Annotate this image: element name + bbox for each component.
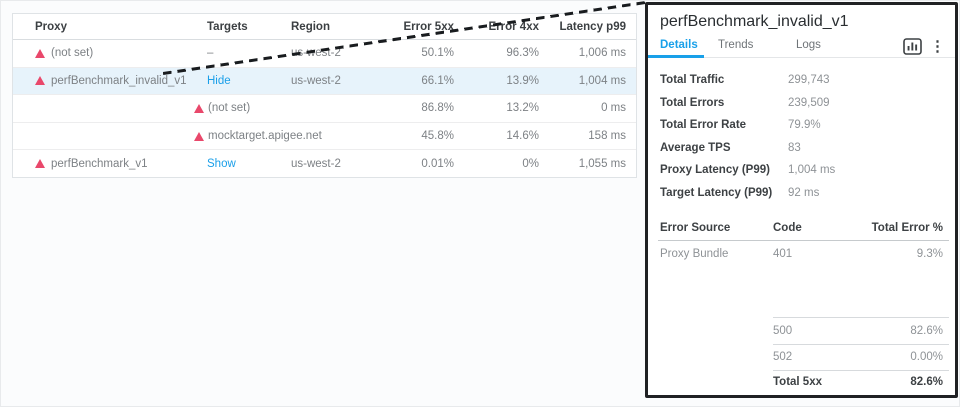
error-code-cell: 500 [773, 324, 793, 337]
metric-target-latency-p99: Target Latency (P99) 92 ms [648, 182, 955, 205]
col-header-latency-p99[interactable]: Latency p99 [559, 20, 626, 33]
metric-label: Total Error Rate [660, 119, 747, 132]
error-code-cell: 401 [773, 248, 793, 260]
error-code-cell: 502 [773, 351, 793, 363]
metric-value: 83 [788, 141, 801, 154]
metric-value: 92 ms [788, 186, 820, 199]
col-header-targets[interactable]: Targets [207, 20, 248, 33]
metric-label: Total Errors [660, 96, 725, 109]
kebab-menu-icon[interactable]: ⋮ [930, 38, 945, 55]
metric-label: Total Traffic [660, 74, 725, 87]
bar-chart-icon[interactable] [903, 38, 922, 55]
error-4xx-cell: 14.6% [506, 130, 539, 143]
metrics-list: Total Traffic 299,743 Total Errors 239,5… [648, 69, 955, 204]
error-5xx-cell: 50.1% [421, 47, 454, 60]
metric-average-tps: Average TPS 83 [648, 137, 955, 160]
region-cell: us-west-2 [291, 74, 341, 87]
error-5xx-cell: 86.8% [421, 102, 454, 115]
metric-value: 1,004 ms [788, 164, 836, 177]
table-row-perfbenchmark-v1[interactable]: perfBenchmark_v1 Show us-west-2 0.01% 0%… [13, 150, 636, 177]
alert-triangle-icon [35, 76, 45, 86]
error-5xx-cell: 66.1% [421, 74, 454, 87]
alert-triangle-icon [194, 103, 204, 113]
metric-label: Average TPS [660, 141, 731, 154]
error-row-total-5xx: Total 5xx 82.6% [648, 370, 955, 393]
error-5xx-cell: 0.01% [421, 157, 454, 170]
error-code-cell: Total 5xx [773, 375, 822, 388]
tab-details[interactable]: Details [660, 39, 698, 51]
table-row-not-set[interactable]: (not set) – us-west-2 50.1% 96.3% 1,006 … [13, 40, 636, 68]
table-row-target-not-set[interactable]: (not set) 86.8% 13.2% 0 ms [13, 95, 636, 123]
tab-logs[interactable]: Logs [796, 39, 821, 51]
col-header-error-source: Error Source [660, 222, 731, 234]
proxy-table: Proxy Targets Region Error 5xx Error 4xx… [12, 13, 637, 178]
target-name: mocktarget.apigee.net [208, 130, 322, 143]
error-row-500: 500 82.6% [648, 317, 955, 344]
latency-cell: 1,004 ms [578, 74, 626, 87]
region-cell: us-west-2 [291, 47, 341, 60]
col-header-code: Code [773, 222, 802, 234]
error-pct-cell: 82.6% [910, 324, 943, 337]
region-cell: us-west-2 [291, 157, 341, 170]
active-tab-indicator [648, 55, 704, 58]
proxy-name: perfBenchmark_v1 [51, 157, 148, 170]
detail-panel: perfBenchmark_invalid_v1 Details Trends … [645, 2, 958, 398]
table-row-perfbenchmark-invalid-v1-selected[interactable]: perfBenchmark_invalid_v1 Hide us-west-2 … [13, 67, 636, 96]
proxy-name: (not set) [51, 47, 94, 60]
error-table-header: Error Source Code Total Error % [648, 215, 955, 241]
proxy-name: perfBenchmark_invalid_v1 [51, 74, 187, 87]
show-targets-link[interactable]: Show [207, 157, 236, 170]
tab-trends[interactable]: Trends [718, 39, 754, 51]
metric-total-errors: Total Errors 239,509 [648, 92, 955, 115]
latency-cell: 158 ms [588, 130, 626, 143]
metric-total-traffic: Total Traffic 299,743 [648, 69, 955, 92]
alert-triangle-icon [35, 159, 45, 169]
proxy-table-header: Proxy Targets Region Error 5xx Error 4xx… [13, 14, 636, 40]
error-source-cell: Proxy Bundle [660, 248, 729, 260]
col-header-region[interactable]: Region [291, 20, 330, 33]
metric-proxy-latency-p99: Proxy Latency (P99) 1,004 ms [648, 159, 955, 182]
metric-label: Proxy Latency (P99) [660, 164, 770, 177]
error-4xx-cell: 96.3% [506, 47, 539, 60]
target-name: (not set) [208, 102, 251, 115]
col-header-total-error-pct: Total Error % [871, 222, 943, 234]
metric-value: 79.9% [788, 119, 821, 132]
targets-cell: – [207, 47, 214, 60]
col-header-error-5xx[interactable]: Error 5xx [403, 20, 454, 33]
metric-value: 239,509 [788, 96, 830, 109]
error-4xx-cell: 0% [522, 157, 539, 170]
metric-label: Target Latency (P99) [660, 186, 773, 199]
latency-cell: 1,055 ms [578, 157, 626, 170]
latency-cell: 1,006 ms [578, 47, 626, 60]
alert-triangle-icon [35, 48, 45, 58]
alert-triangle-icon [194, 131, 204, 141]
col-header-proxy[interactable]: Proxy [35, 20, 67, 33]
error-4xx-cell: 13.9% [506, 74, 539, 87]
error-source-table: Error Source Code Total Error % Proxy Bu… [648, 215, 955, 393]
latency-cell: 0 ms [601, 102, 626, 115]
error-pct-cell: 0.00% [910, 351, 943, 363]
metric-total-error-rate: Total Error Rate 79.9% [648, 114, 955, 137]
error-4xx-cell: 13.2% [506, 102, 539, 115]
error-pct-cell: 9.3% [916, 248, 943, 260]
table-row-mocktarget[interactable]: mocktarget.apigee.net 45.8% 14.6% 158 ms [13, 123, 636, 151]
tab-bar: Details Trends Logs ⋮ [648, 35, 955, 58]
col-header-error-4xx[interactable]: Error 4xx [488, 20, 539, 33]
hide-targets-link[interactable]: Hide [207, 74, 231, 87]
error-row-502: 502 0.00% [648, 344, 955, 370]
error-row-401: Proxy Bundle 401 9.3% [648, 241, 955, 267]
panel-title: perfBenchmark_invalid_v1 [660, 13, 849, 30]
error-pct-cell: 82.6% [910, 375, 943, 388]
metric-value: 299,743 [788, 74, 830, 87]
error-5xx-cell: 45.8% [421, 130, 454, 143]
